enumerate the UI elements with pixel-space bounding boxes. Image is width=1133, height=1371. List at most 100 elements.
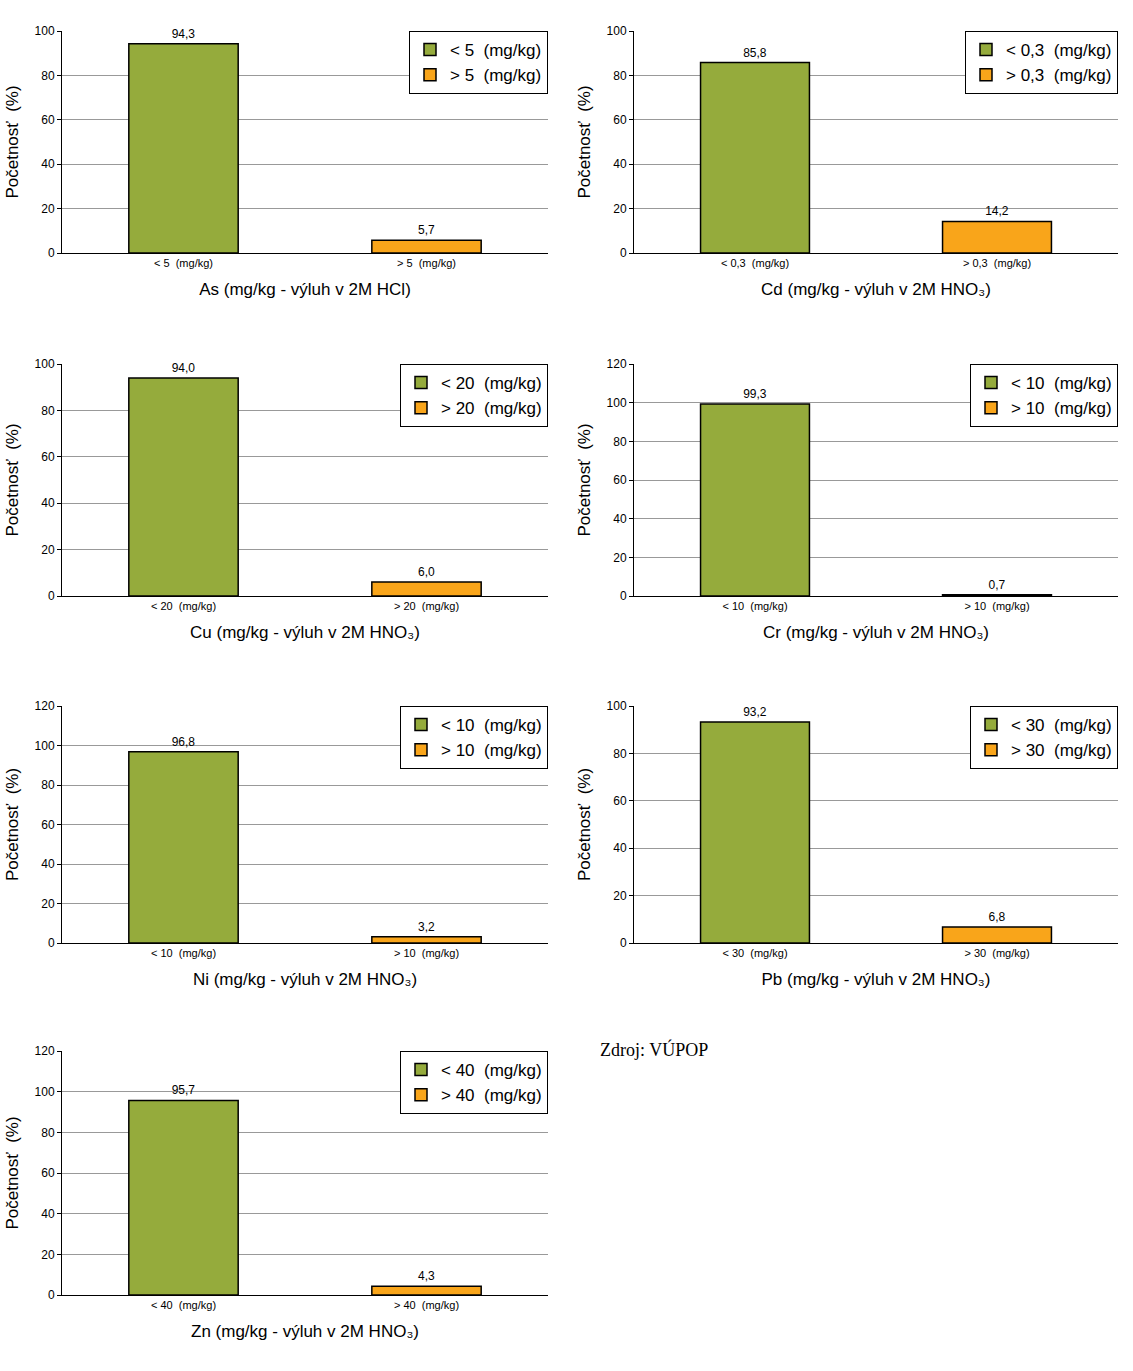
svg-text:< 0,3 (mg/kg): < 0,3 (mg/kg) (721, 257, 789, 269)
svg-text:> 0,3 (mg/kg): > 0,3 (mg/kg) (1006, 66, 1111, 85)
svg-text:Cu (mg/kg - výluh v 2M HNO₃): Cu (mg/kg - výluh v 2M HNO₃) (190, 623, 420, 642)
svg-text:80: 80 (41, 404, 55, 418)
svg-text:> 5 (mg/kg): > 5 (mg/kg) (397, 257, 456, 269)
svg-text:100: 100 (35, 357, 55, 371)
svg-text:120: 120 (35, 1044, 55, 1058)
svg-text:Početnosť (%): Početnosť (%) (575, 85, 594, 198)
svg-text:Cr (mg/kg - výluh v 2M HNO₃): Cr (mg/kg - výluh v 2M HNO₃) (763, 623, 989, 642)
svg-text:As (mg/kg - výluh v 2M HCl): As (mg/kg - výluh v 2M HCl) (199, 280, 411, 299)
svg-text:20: 20 (41, 1248, 55, 1262)
svg-text:> 0,3 (mg/kg): > 0,3 (mg/kg) (963, 257, 1031, 269)
svg-text:> 30 (mg/kg): > 30 (mg/kg) (1011, 741, 1112, 760)
svg-text:95,7: 95,7 (172, 1083, 196, 1097)
svg-text:99,3: 99,3 (743, 387, 767, 401)
svg-text:120: 120 (35, 699, 55, 713)
svg-text:Početnosť (%): Početnosť (%) (3, 85, 22, 198)
svg-text:100: 100 (607, 699, 627, 713)
svg-text:100: 100 (35, 739, 55, 753)
svg-text:Zn (mg/kg - výluh v 2M HNO₃): Zn (mg/kg - výluh v 2M HNO₃) (191, 1322, 419, 1341)
svg-text:Početnosť (%): Početnosť (%) (3, 768, 22, 881)
svg-text:40: 40 (41, 1207, 55, 1221)
svg-text:< 30 (mg/kg): < 30 (mg/kg) (1011, 716, 1112, 735)
svg-text:> 20 (mg/kg): > 20 (mg/kg) (441, 399, 542, 418)
svg-text:< 20 (mg/kg): < 20 (mg/kg) (441, 374, 542, 393)
svg-text:< 20 (mg/kg): < 20 (mg/kg) (151, 600, 216, 612)
svg-text:< 10 (mg/kg): < 10 (mg/kg) (1011, 374, 1112, 393)
svg-text:40: 40 (41, 857, 55, 871)
svg-text:40: 40 (613, 157, 627, 171)
svg-text:> 40 (mg/kg): > 40 (mg/kg) (441, 1086, 542, 1105)
svg-text:< 0,3 (mg/kg): < 0,3 (mg/kg) (1006, 41, 1111, 60)
svg-text:100: 100 (35, 24, 55, 38)
svg-text:< 10 (mg/kg): < 10 (mg/kg) (151, 947, 216, 959)
svg-text:6,8: 6,8 (988, 910, 1005, 924)
svg-text:94,0: 94,0 (172, 361, 196, 375)
svg-text:3,2: 3,2 (418, 920, 435, 934)
svg-text:96,8: 96,8 (172, 735, 196, 749)
svg-text:0: 0 (48, 246, 55, 260)
svg-text:Pb (mg/kg - výluh v 2M HNO₃): Pb (mg/kg - výluh v 2M HNO₃) (762, 970, 991, 989)
svg-text:> 10 (mg/kg): > 10 (mg/kg) (964, 600, 1029, 612)
svg-text:93,2: 93,2 (743, 705, 767, 719)
svg-text:94,3: 94,3 (172, 27, 196, 41)
svg-text:< 30 (mg/kg): < 30 (mg/kg) (722, 947, 787, 959)
svg-text:80: 80 (41, 69, 55, 83)
svg-text:20: 20 (41, 543, 55, 557)
svg-text:> 5 (mg/kg): > 5 (mg/kg) (450, 66, 541, 85)
svg-text:40: 40 (41, 157, 55, 171)
svg-text:0,7: 0,7 (988, 578, 1005, 592)
svg-text:> 40 (mg/kg): > 40 (mg/kg) (394, 1299, 459, 1311)
svg-text:5,7: 5,7 (418, 223, 435, 237)
svg-text:< 40 (mg/kg): < 40 (mg/kg) (441, 1061, 542, 1080)
svg-text:0: 0 (48, 936, 55, 950)
svg-text:20: 20 (613, 202, 627, 216)
svg-text:60: 60 (41, 450, 55, 464)
svg-text:80: 80 (613, 747, 627, 761)
svg-text:Ni (mg/kg - výluh v 2M HNO₃): Ni (mg/kg - výluh v 2M HNO₃) (193, 970, 417, 989)
svg-text:> 20 (mg/kg): > 20 (mg/kg) (394, 600, 459, 612)
svg-text:80: 80 (613, 69, 627, 83)
svg-text:20: 20 (41, 897, 55, 911)
svg-text:0: 0 (620, 246, 627, 260)
svg-text:100: 100 (607, 396, 627, 410)
svg-text:85,8: 85,8 (743, 46, 767, 60)
svg-text:< 10 (mg/kg): < 10 (mg/kg) (722, 600, 787, 612)
svg-text:100: 100 (35, 1085, 55, 1099)
svg-text:0: 0 (620, 936, 627, 950)
svg-text:< 40 (mg/kg): < 40 (mg/kg) (151, 1299, 216, 1311)
svg-text:20: 20 (613, 889, 627, 903)
svg-text:> 10 (mg/kg): > 10 (mg/kg) (1011, 399, 1112, 418)
svg-text:6,0: 6,0 (418, 565, 435, 579)
svg-text:14,2: 14,2 (985, 204, 1009, 218)
svg-text:Početnosť (%): Početnosť (%) (575, 423, 594, 536)
svg-text:4,3: 4,3 (418, 1269, 435, 1283)
svg-text:0: 0 (620, 589, 627, 603)
svg-text:60: 60 (41, 818, 55, 832)
svg-text:Cd (mg/kg - výluh v 2M HNO₃): Cd (mg/kg - výluh v 2M HNO₃) (761, 280, 991, 299)
svg-text:Početnosť (%): Početnosť (%) (3, 423, 22, 536)
svg-text:> 10 (mg/kg): > 10 (mg/kg) (394, 947, 459, 959)
svg-text:< 5 (mg/kg): < 5 (mg/kg) (154, 257, 213, 269)
svg-text:60: 60 (41, 1166, 55, 1180)
svg-text:40: 40 (613, 512, 627, 526)
svg-text:20: 20 (613, 551, 627, 565)
svg-text:< 10 (mg/kg): < 10 (mg/kg) (441, 716, 542, 735)
svg-text:60: 60 (613, 473, 627, 487)
svg-text:0: 0 (48, 1288, 55, 1302)
svg-text:40: 40 (613, 841, 627, 855)
svg-text:< 5 (mg/kg): < 5 (mg/kg) (450, 41, 541, 60)
svg-text:120: 120 (607, 357, 627, 371)
svg-text:20: 20 (41, 202, 55, 216)
svg-text:80: 80 (41, 1126, 55, 1140)
svg-text:Početnosť (%): Početnosť (%) (575, 768, 594, 881)
svg-text:40: 40 (41, 496, 55, 510)
svg-text:0: 0 (48, 589, 55, 603)
svg-text:100: 100 (607, 24, 627, 38)
svg-text:80: 80 (41, 778, 55, 792)
svg-text:60: 60 (41, 113, 55, 127)
svg-text:60: 60 (613, 794, 627, 808)
svg-text:> 10 (mg/kg): > 10 (mg/kg) (441, 741, 542, 760)
svg-text:Početnosť (%): Početnosť (%) (3, 1116, 22, 1229)
svg-text:80: 80 (613, 435, 627, 449)
svg-text:60: 60 (613, 113, 627, 127)
